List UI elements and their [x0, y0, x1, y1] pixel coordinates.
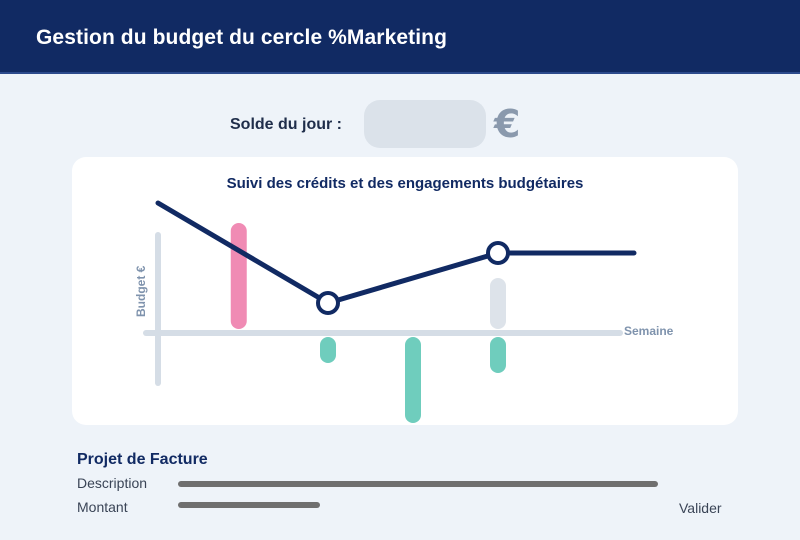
chart-title: Suivi des crédits et des engagements bud… — [226, 175, 584, 192]
budget-chart: Semaine Budget € — [134, 200, 674, 423]
chart-series-line — [155, 200, 637, 306]
montant-label: Montant — [77, 499, 128, 515]
euro-icon: € — [494, 102, 521, 146]
description-field[interactable] — [178, 481, 658, 487]
x-axis-label: Semaine — [624, 324, 674, 338]
solde-label: Solde du jour : — [230, 116, 342, 133]
chart-point-1 — [486, 241, 510, 265]
validate-button[interactable]: Valider — [679, 500, 722, 516]
facture-title: Projet de Facture — [77, 451, 208, 468]
y-axis-label: Budget € — [134, 265, 148, 317]
montant-field[interactable] — [178, 502, 320, 508]
solde-input[interactable] — [364, 100, 486, 148]
description-label: Description — [77, 475, 148, 491]
chart-point-0 — [316, 291, 340, 315]
app-header: Gestion du budget du cercle %Marketing — [0, 0, 800, 74]
chart-card: Suivi des crédits et des engagements bud… — [72, 157, 738, 425]
page-title: Gestion du budget du cercle %Marketing — [36, 26, 448, 49]
